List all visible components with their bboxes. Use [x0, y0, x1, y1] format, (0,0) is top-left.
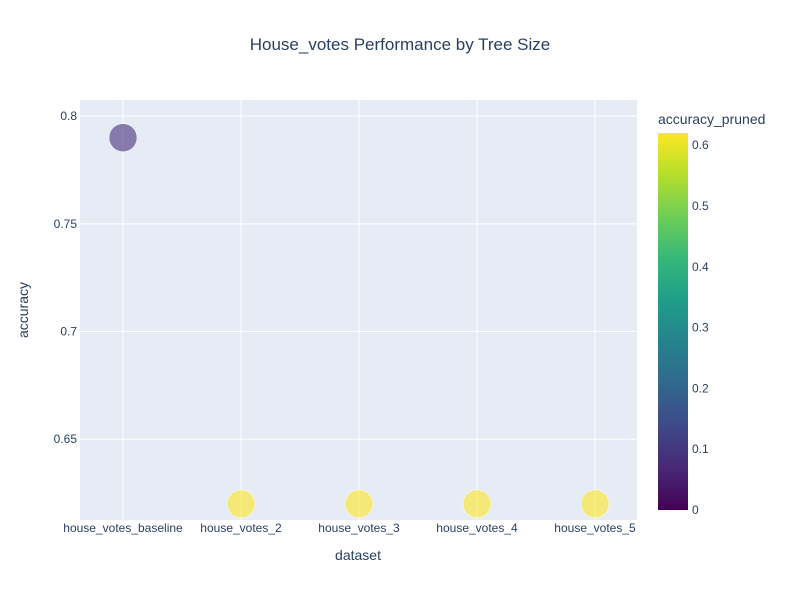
colorbar-tick-label: 0.6	[692, 138, 709, 152]
colorbar-tick-label: 0	[692, 503, 699, 517]
y-tick-label: 0.8	[60, 109, 77, 123]
chart-title: House_votes Performance by Tree Size	[250, 35, 550, 54]
gridlines	[80, 100, 637, 520]
y-tick-label: 0.75	[54, 217, 78, 231]
x-tick-label: house_votes_2	[200, 521, 282, 535]
colorbar-tick-label: 0.5	[692, 199, 709, 213]
x-axis-ticks: house_votes_baseline house_votes_2 house_v…	[63, 521, 636, 535]
x-tick-label: house_votes_baseline	[63, 521, 183, 535]
data-point	[108, 123, 138, 152]
x-tick-label: house_votes_5	[554, 521, 636, 535]
y-tick-label: 0.7	[60, 325, 77, 339]
x-axis-title: dataset	[335, 547, 381, 563]
colorbar	[658, 133, 688, 510]
x-tick-label: house_votes_4	[436, 521, 518, 535]
colorbar-title: accuracy_pruned	[658, 111, 765, 127]
colorbar-tick-label: 0.3	[692, 321, 709, 335]
data-points	[108, 123, 610, 519]
colorbar-tick-label: 0.1	[692, 442, 709, 456]
x-tick-label: house_votes_3	[318, 521, 400, 535]
y-axis-ticks: 0.65 0.7 0.75 0.8	[54, 109, 78, 446]
y-axis-title: accuracy	[15, 282, 31, 338]
colorbar-tick-label: 0.4	[692, 260, 709, 274]
data-point	[344, 489, 374, 519]
colorbar-ticks: 0 0.1 0.2 0.3 0.4 0.5 0.6	[692, 138, 709, 517]
data-point	[462, 489, 492, 519]
data-point	[226, 489, 256, 519]
colorbar-tick-label: 0.2	[692, 381, 709, 395]
y-tick-label: 0.65	[54, 432, 78, 446]
data-point	[580, 489, 610, 519]
